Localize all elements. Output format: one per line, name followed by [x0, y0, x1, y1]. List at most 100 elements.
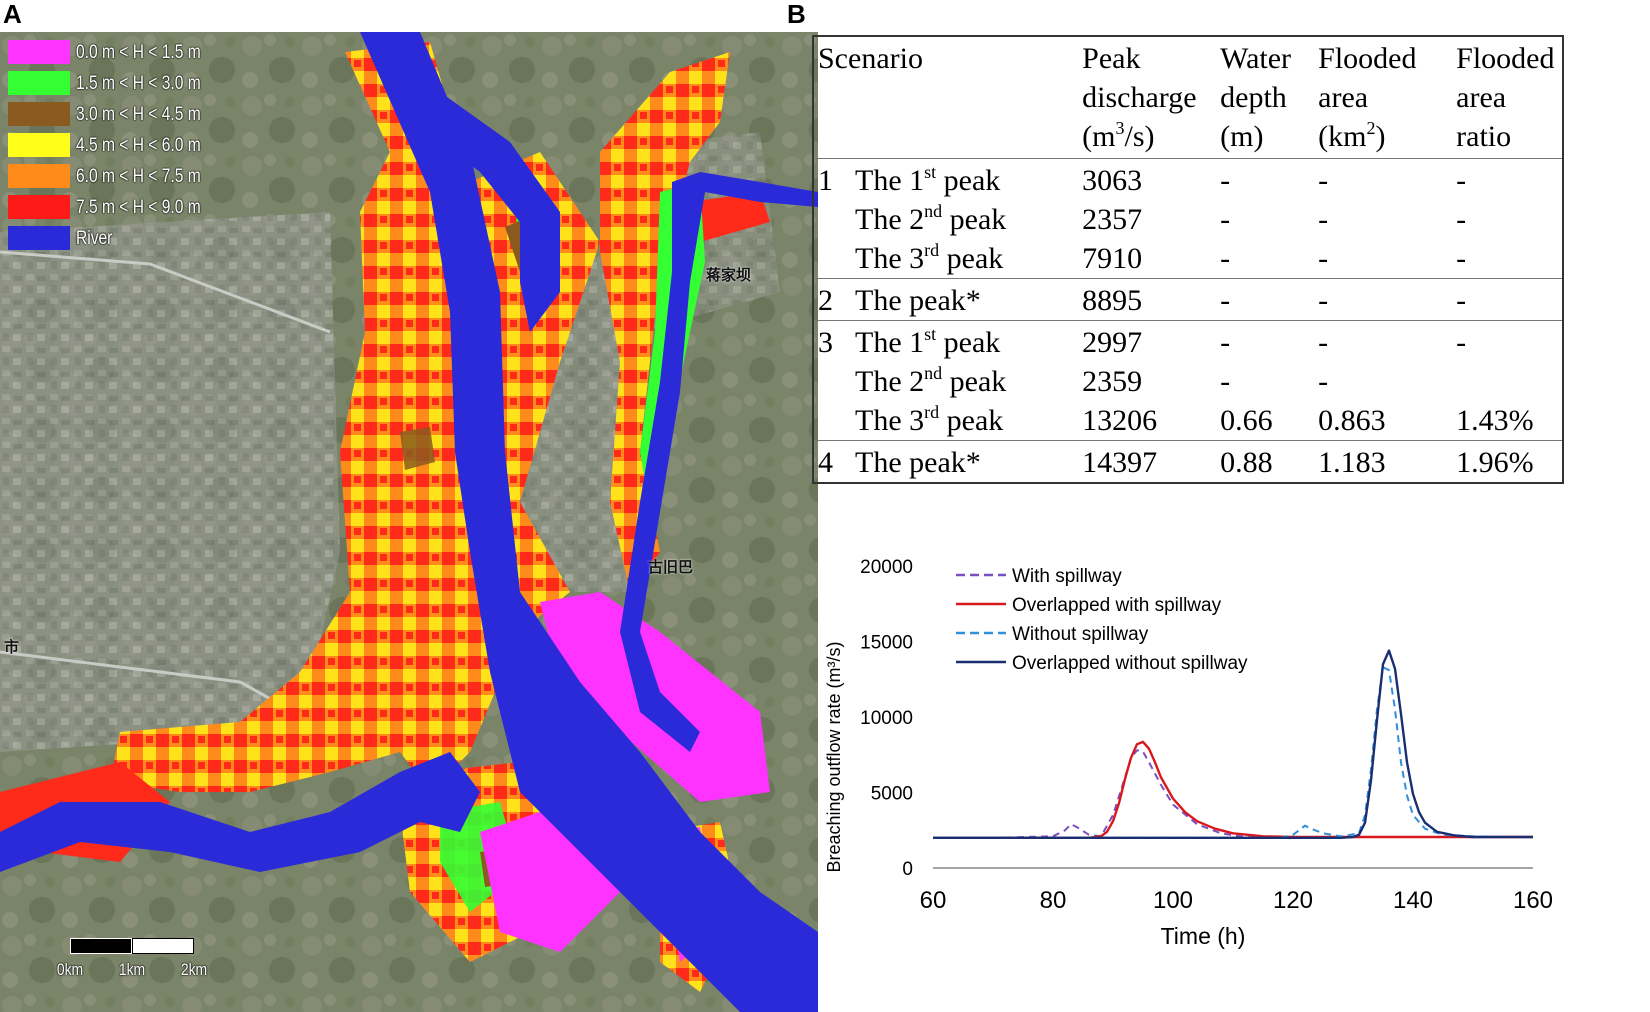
peak-name: The 1st peak [851, 159, 1078, 201]
cell-ratio: - [1456, 164, 1467, 197]
legend-item: 6.0 m < H < 7.5 m [4, 162, 214, 193]
series-line-2 [933, 740, 1533, 839]
scale-label: 1km [118, 960, 146, 979]
x-tick-label: 140 [1393, 887, 1433, 914]
header-text: area [1318, 81, 1369, 114]
header-text: (m) [1220, 120, 1264, 153]
peak-name-text: The 2 [855, 203, 925, 236]
x-tick-label: 120 [1273, 887, 1313, 914]
peak-ordinal: rd [924, 240, 940, 260]
legend-swatch [8, 226, 70, 250]
scenario-id [813, 401, 851, 441]
header-peak-discharge: Peak discharge (m3/s) [1078, 36, 1216, 159]
header-text: area [1456, 81, 1507, 114]
table-row: 1 The 1st peak 3063- - - [813, 159, 1563, 201]
x-tick-label: 80 [1040, 887, 1067, 914]
scale-label: 2km [180, 960, 208, 979]
cell-depth: - [1220, 365, 1231, 398]
legend-item: 3.0 m < H < 4.5 m [4, 100, 214, 131]
legend-label: Overlapped without spillway [1012, 653, 1248, 674]
cell-area: - [1318, 242, 1329, 275]
header-sup: 3 [1115, 118, 1125, 138]
panel-label-a: A [3, 0, 22, 29]
cell-ratio: - [1456, 242, 1467, 275]
series-line-3 [933, 666, 1533, 839]
cell-discharge: 2359 [1082, 365, 1143, 398]
cell-depth: - [1220, 326, 1231, 359]
peak-name: The peak* [851, 279, 1078, 321]
header-text: ) [1375, 120, 1386, 153]
legend-swatch [8, 102, 70, 126]
legend-item: 4.5 m < H < 6.0 m [4, 131, 214, 162]
header-text: Flooded [1456, 42, 1555, 75]
cell-discharge: 3063 [1082, 164, 1143, 197]
place-label: 市 [4, 639, 20, 656]
header-text: discharge [1082, 81, 1197, 114]
header-sup: 2 [1366, 118, 1376, 138]
y-tick-label: 20000 [860, 557, 913, 578]
peak-name: The peak* [851, 441, 1078, 484]
place-label: 蒋家坝 [706, 267, 752, 284]
legend-label: River [76, 228, 113, 249]
cell-ratio [1452, 362, 1563, 401]
x-tick-label: 160 [1513, 887, 1553, 914]
scale-bar-white-segment [132, 938, 194, 954]
legend-label: Overlapped with spillway [1012, 595, 1222, 616]
table-row: The 3rd peak 7910 - - - [813, 239, 1563, 279]
cell-ratio: - [1456, 284, 1467, 317]
legend-item: River [4, 224, 214, 255]
cell-area: 0.863 [1318, 404, 1386, 437]
table-row: The 3rd peak 13206 0.66 0.863 1.43% [813, 401, 1563, 441]
x-tick-label: 60 [920, 887, 947, 914]
header-text: Peak [1082, 42, 1141, 75]
cell-area: - [1318, 284, 1329, 317]
cell-ratio: - [1456, 203, 1467, 236]
legend-label: 7.5 m < H < 9.0 m [76, 197, 201, 218]
cell-area: - [1318, 365, 1329, 398]
scenario-id: 2 [818, 284, 833, 317]
chart-series [933, 649, 1533, 839]
legend-label: 3.0 m < H < 4.5 m [76, 104, 201, 125]
cell-area: - [1318, 203, 1329, 236]
scenario-id [813, 239, 851, 279]
header-text: ratio [1456, 120, 1512, 153]
header-text: Water [1220, 42, 1292, 75]
scale-bar: 0km 1km 2km [57, 938, 207, 998]
table-row: 3 The 1st peak 2997- - - [813, 321, 1563, 363]
table-row: 2 The peak* 8895 - - - [813, 279, 1563, 321]
legend-label: 0.0 m < H < 1.5 m [76, 42, 201, 63]
header-scenario: Scenario [818, 42, 923, 75]
peak-ordinal: st [924, 162, 937, 182]
peak-name-text: The 3 [855, 404, 925, 437]
scenario-group-3: 3 The 1st peak 2997- - - The 2nd peak 2359- - … [813, 320, 1563, 441]
header-text: (m [1082, 120, 1116, 153]
peak-name-text: peak [936, 164, 1001, 197]
flood-map-graphic [0, 32, 818, 1012]
y-tick-label: 0 [902, 859, 913, 880]
cell-depth: 0.88 [1220, 446, 1273, 479]
legend-swatch [8, 71, 70, 95]
series-line-1 [933, 749, 1281, 839]
cell-depth: - [1220, 242, 1231, 275]
cell-ratio: - [1456, 326, 1467, 359]
legend-swatch [8, 195, 70, 219]
y-tick-label: 10000 [860, 708, 913, 729]
map-legend: 0.0 m < H < 1.5 m 1.5 m < H < 3.0 m 3.0 m … [4, 38, 214, 255]
cell-discharge: 13206 [1082, 404, 1158, 437]
peak-name-text: The 2 [855, 365, 925, 398]
scenario-group-2: 2 The peak* 8895 - - - [813, 278, 1563, 321]
header-text: Flooded [1318, 42, 1417, 75]
chart-axes: 60 80 100 120 140 160 0 5000 10000 15000 20000 Time… [824, 557, 1553, 949]
peak-ordinal: rd [924, 402, 940, 422]
legend-label: Without spillway [1012, 624, 1149, 645]
peak-name-text: The 1 [855, 164, 925, 197]
outflow-chart: 60 80 100 120 140 160 0 5000 10000 15000 20000 Time… [824, 557, 1553, 949]
cell-discharge: 7910 [1082, 242, 1143, 275]
peak-name-text: peak [939, 242, 1004, 275]
table-header-row: Scenario Peak discharge (m3/s) Water dep… [813, 36, 1563, 159]
peak-name: The 3rd peak [851, 401, 1078, 441]
peak-name: The 2nd peak [851, 362, 1078, 401]
scenario-group-4: 4 The peak* 14397 0.88 1.183 1.96% [813, 440, 1563, 484]
panel-label-b: B [787, 0, 806, 29]
peak-name-text: The 3 [855, 242, 925, 275]
